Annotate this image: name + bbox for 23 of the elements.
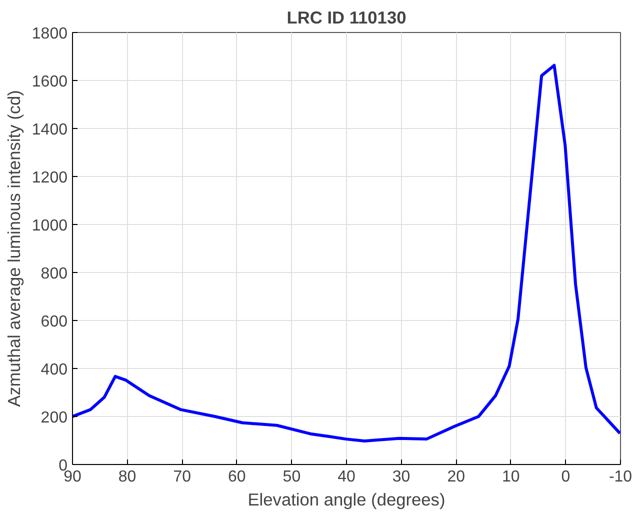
x-tick-label: 0 <box>561 468 570 486</box>
x-tick-label: 20 <box>447 468 466 486</box>
x-tick-label: -10 <box>608 468 632 486</box>
y-tick-label: 1000 <box>32 218 68 234</box>
x-tick-label: 40 <box>338 468 356 486</box>
x-tick-label: 70 <box>173 468 192 486</box>
x-tick-label: 50 <box>282 468 301 486</box>
x-tick-label: 80 <box>118 468 136 486</box>
y-tick-label: 1600 <box>32 74 68 90</box>
y-tick-label: 200 <box>40 410 68 426</box>
line-series <box>72 64 620 442</box>
x-tick-label: 30 <box>392 468 410 486</box>
y-tick-label: 600 <box>40 314 68 330</box>
y-tick-label: 1800 <box>32 26 68 42</box>
y-axis-title: Azmuthal average luminous intensity (cd) <box>4 90 24 407</box>
x-tick-label: 60 <box>228 468 246 486</box>
x-axis-title: Elevation angle (degrees) <box>248 490 446 510</box>
y-tick-label: 400 <box>40 362 68 378</box>
chart-title: LRC ID 110130 <box>286 8 406 28</box>
x-tick-label: 10 <box>502 468 520 486</box>
y-tick-label: 800 <box>40 266 68 282</box>
y-tick-label: 1200 <box>32 170 68 186</box>
y-tick-label: 1400 <box>32 122 68 138</box>
